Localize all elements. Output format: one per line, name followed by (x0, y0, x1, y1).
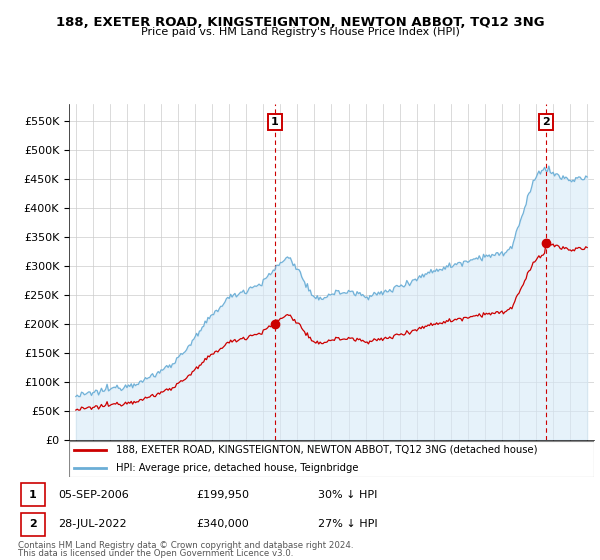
Text: Contains HM Land Registry data © Crown copyright and database right 2024.: Contains HM Land Registry data © Crown c… (18, 541, 353, 550)
Text: 30% ↓ HPI: 30% ↓ HPI (317, 490, 377, 500)
Text: £340,000: £340,000 (197, 520, 250, 529)
Text: 1: 1 (271, 117, 278, 127)
Bar (21, 513, 45, 536)
Text: 2: 2 (29, 520, 37, 529)
Text: 188, EXETER ROAD, KINGSTEIGNTON, NEWTON ABBOT, TQ12 3NG: 188, EXETER ROAD, KINGSTEIGNTON, NEWTON … (56, 16, 544, 29)
Text: 1: 1 (29, 490, 37, 500)
Text: Price paid vs. HM Land Registry's House Price Index (HPI): Price paid vs. HM Land Registry's House … (140, 27, 460, 37)
Text: £199,950: £199,950 (197, 490, 250, 500)
Text: This data is licensed under the Open Government Licence v3.0.: This data is licensed under the Open Gov… (18, 549, 293, 558)
Text: 27% ↓ HPI: 27% ↓ HPI (317, 520, 377, 529)
Text: 2: 2 (542, 117, 550, 127)
Text: 05-SEP-2006: 05-SEP-2006 (58, 490, 129, 500)
Text: 28-JUL-2022: 28-JUL-2022 (58, 520, 127, 529)
Text: 188, EXETER ROAD, KINGSTEIGNTON, NEWTON ABBOT, TQ12 3NG (detached house): 188, EXETER ROAD, KINGSTEIGNTON, NEWTON … (116, 445, 538, 455)
Bar (21, 483, 45, 506)
Text: HPI: Average price, detached house, Teignbridge: HPI: Average price, detached house, Teig… (116, 463, 359, 473)
